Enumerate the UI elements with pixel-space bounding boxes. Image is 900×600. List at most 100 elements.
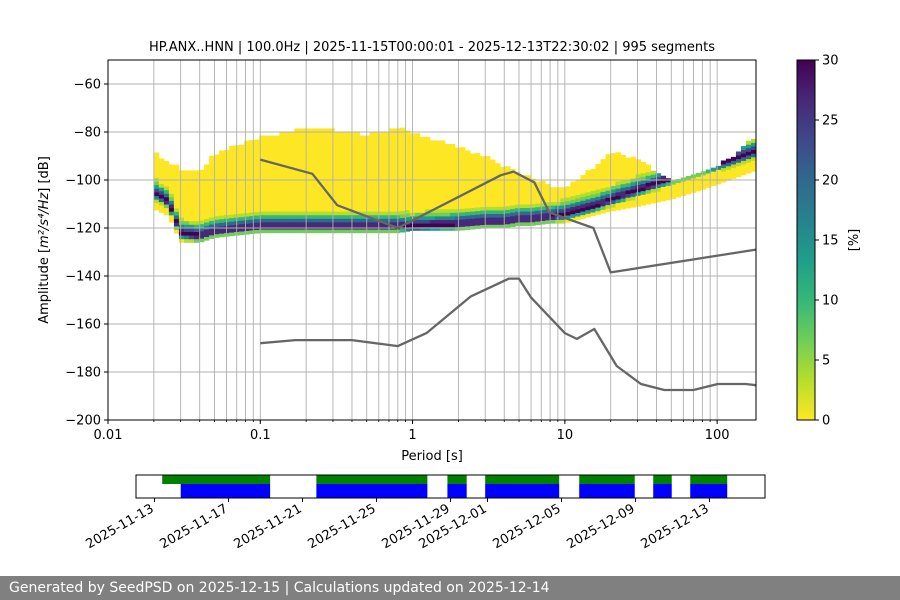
heatmap-cell <box>389 211 396 216</box>
heatmap-cell <box>369 164 376 169</box>
heatmap-cell <box>414 169 421 174</box>
heatmap-cell <box>269 204 275 208</box>
heatmap-cell <box>660 197 667 202</box>
heatmap-cell <box>610 174 616 179</box>
heatmap-cell <box>369 135 376 140</box>
heatmap-cell <box>214 158 220 163</box>
heatmap-cell <box>168 178 175 183</box>
heatmap-cell <box>595 196 601 201</box>
heatmap-cell <box>469 175 476 180</box>
heatmap-cell <box>304 164 310 169</box>
heatmap-cell <box>560 187 566 192</box>
heatmap-cell <box>710 167 717 172</box>
heatmap-cell <box>610 167 616 172</box>
heatmap-cell <box>615 152 621 157</box>
heatmap-cell <box>379 160 386 165</box>
heatmap-cell <box>389 222 396 226</box>
heatmap-cell <box>399 149 406 154</box>
heatmap-cell <box>183 213 190 218</box>
heatmap-cell <box>560 194 566 199</box>
heatmap-cell <box>495 163 501 168</box>
heatmap-cell <box>229 224 235 229</box>
heatmap-cell <box>645 182 652 187</box>
heatmap-cell <box>660 182 667 187</box>
heatmap-cell <box>324 168 330 172</box>
heatmap-cell <box>590 212 596 217</box>
heatmap-cell <box>209 227 215 232</box>
heatmap-cell <box>550 205 556 210</box>
heatmap-cell <box>279 132 285 136</box>
heatmap-cell <box>279 142 285 147</box>
heatmap-cell <box>344 218 350 223</box>
heatmap-cell <box>540 213 546 218</box>
colorbar-tick-label: 10 <box>822 294 839 309</box>
heatmap-cell <box>299 164 305 169</box>
heatmap-cell <box>575 180 581 185</box>
heatmap-cell <box>399 127 406 132</box>
heatmap-cell <box>314 196 320 201</box>
heatmap-cell <box>454 162 461 166</box>
heatmap-cell <box>244 212 250 217</box>
heatmap-cell <box>219 197 225 202</box>
heatmap-cell <box>359 153 365 158</box>
heatmap-cell <box>414 212 421 217</box>
heatmap-cell <box>158 208 165 213</box>
heatmap-cell <box>419 144 426 148</box>
heatmap-cell <box>284 207 290 212</box>
heatmap-cell <box>439 216 446 220</box>
heatmap-cell <box>309 229 315 234</box>
heatmap-cell <box>505 191 511 196</box>
heatmap-cell <box>630 192 636 197</box>
heatmap-cell <box>480 167 486 172</box>
heatmap-cell <box>490 181 496 186</box>
heatmap-cell <box>610 185 616 190</box>
heatmap-cell <box>379 135 386 140</box>
heatmap-cell <box>359 214 365 219</box>
heatmap-cell <box>259 182 265 187</box>
heatmap-cell <box>610 156 616 161</box>
heatmap-cell <box>279 211 285 216</box>
heatmap-cell <box>314 186 320 190</box>
heatmap-cell <box>219 186 225 191</box>
heatmap-cell <box>585 202 591 207</box>
heatmap-cell <box>284 196 290 201</box>
heatmap-cell <box>339 164 345 169</box>
heatmap-cell <box>419 162 426 166</box>
heatmap-cell <box>735 169 742 174</box>
colorbar-tick-label: 0 <box>822 414 830 429</box>
heatmap-cell <box>735 155 742 160</box>
heatmap-cell <box>259 200 265 205</box>
heatmap-cell <box>339 211 345 216</box>
heatmap-cell <box>374 186 381 190</box>
heatmap-cell <box>379 146 386 151</box>
heatmap-cell <box>314 157 320 162</box>
heatmap-cell <box>485 210 491 214</box>
heatmap-cell <box>389 132 396 136</box>
heatmap-cell <box>530 192 536 197</box>
heatmap-cell <box>319 135 325 140</box>
heatmap-cell <box>434 226 441 231</box>
heatmap-cell <box>520 186 526 190</box>
heatmap-cell <box>344 214 350 219</box>
heatmap-cell <box>449 183 456 188</box>
heatmap-cell <box>429 144 436 148</box>
heatmap-cell <box>429 172 436 177</box>
heatmap-cell <box>344 178 350 183</box>
heatmap-cell <box>309 132 315 136</box>
heatmap-cell <box>173 222 180 227</box>
heatmap-cell <box>635 195 641 200</box>
heatmap-cell <box>289 211 295 216</box>
heatmap-cell <box>199 231 205 235</box>
heatmap-cell <box>565 186 571 191</box>
heatmap-cell <box>163 171 170 176</box>
heatmap-cell <box>209 234 215 239</box>
heatmap-cell <box>274 168 280 172</box>
heatmap-cell <box>249 219 255 224</box>
heatmap-cell <box>304 200 310 205</box>
heatmap-cell <box>359 211 365 216</box>
heatmap-cell <box>229 214 235 219</box>
heatmap-cell <box>500 181 506 186</box>
heatmap-cell <box>600 173 606 178</box>
heatmap-cell <box>239 177 245 182</box>
heatmap-cell <box>304 178 310 183</box>
